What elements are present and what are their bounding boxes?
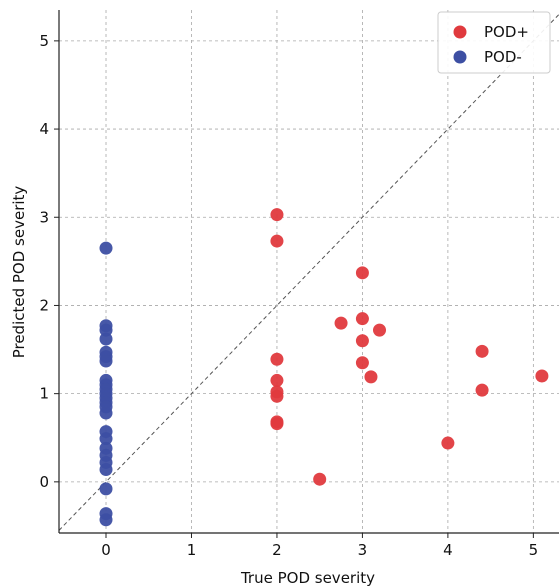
- point-pod-plus: [334, 316, 348, 330]
- x-tick-label: 1: [187, 541, 197, 559]
- point-pod-plus: [441, 436, 455, 450]
- x-tick-label: 3: [358, 541, 368, 559]
- point-pod-plus: [535, 369, 549, 383]
- point-pod-minus: [99, 332, 113, 346]
- point-pod-minus: [99, 482, 113, 496]
- y-tick-label: 5: [39, 32, 49, 50]
- point-pod-minus: [99, 462, 113, 476]
- x-axis-label: True POD severity: [240, 569, 375, 587]
- point-pod-plus: [355, 266, 369, 280]
- point-pod-plus: [270, 208, 284, 222]
- point-pod-plus: [355, 312, 369, 326]
- y-tick-label: 2: [39, 296, 49, 314]
- tick-labels: 0 1 2 3 4 5 0 1 2 3 4 5: [39, 32, 538, 559]
- point-pod-minus: [99, 354, 113, 368]
- point-pod-plus: [355, 356, 369, 370]
- point-pod-plus: [475, 344, 489, 358]
- x-tick-label: 5: [529, 541, 539, 559]
- point-pod-plus: [270, 373, 284, 387]
- y-tick-label: 4: [39, 120, 49, 138]
- y-tick-label: 3: [39, 208, 49, 226]
- point-pod-minus: [99, 241, 113, 255]
- x-tick-label: 2: [272, 541, 282, 559]
- legend-marker-pod-plus: [453, 25, 467, 39]
- identity-line: [58, 14, 559, 531]
- point-pod-plus: [364, 370, 378, 384]
- legend-label-pod-plus: POD+: [484, 23, 529, 41]
- y-tick-label: 0: [39, 473, 49, 491]
- diagonal-reference: [58, 14, 559, 531]
- legend: POD+ POD-: [437, 11, 551, 74]
- point-pod-plus: [270, 389, 284, 403]
- x-tick-label: 0: [101, 541, 111, 559]
- data-points: [99, 208, 549, 527]
- point-pod-minus: [99, 513, 113, 527]
- point-pod-plus: [313, 472, 327, 486]
- grid-lines: [59, 10, 559, 533]
- legend-label-pod-minus: POD-: [484, 48, 522, 66]
- legend-marker-pod-minus: [453, 50, 467, 64]
- point-pod-plus: [373, 323, 387, 337]
- point-pod-minus: [99, 406, 113, 420]
- y-axis-label: Predicted POD severity: [10, 186, 28, 359]
- x-tick-label: 4: [443, 541, 453, 559]
- point-pod-plus: [270, 234, 284, 248]
- y-tick-label: 1: [39, 385, 49, 403]
- point-pod-plus: [270, 417, 284, 431]
- axes: [58, 10, 559, 534]
- point-pod-minus: [99, 432, 113, 446]
- point-pod-plus: [355, 334, 369, 348]
- point-pod-plus: [270, 352, 284, 366]
- point-pod-plus: [475, 383, 489, 397]
